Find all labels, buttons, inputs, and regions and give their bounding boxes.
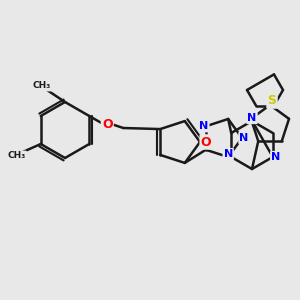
Text: O: O: [201, 136, 211, 148]
Text: N: N: [271, 152, 280, 162]
Text: N: N: [239, 133, 249, 143]
Text: O: O: [102, 118, 112, 130]
Text: N: N: [224, 149, 233, 159]
Text: S: S: [268, 94, 277, 107]
Text: CH₃: CH₃: [8, 152, 26, 160]
Text: N: N: [199, 121, 208, 131]
Text: CH₃: CH₃: [33, 82, 51, 91]
Text: N: N: [248, 113, 256, 123]
